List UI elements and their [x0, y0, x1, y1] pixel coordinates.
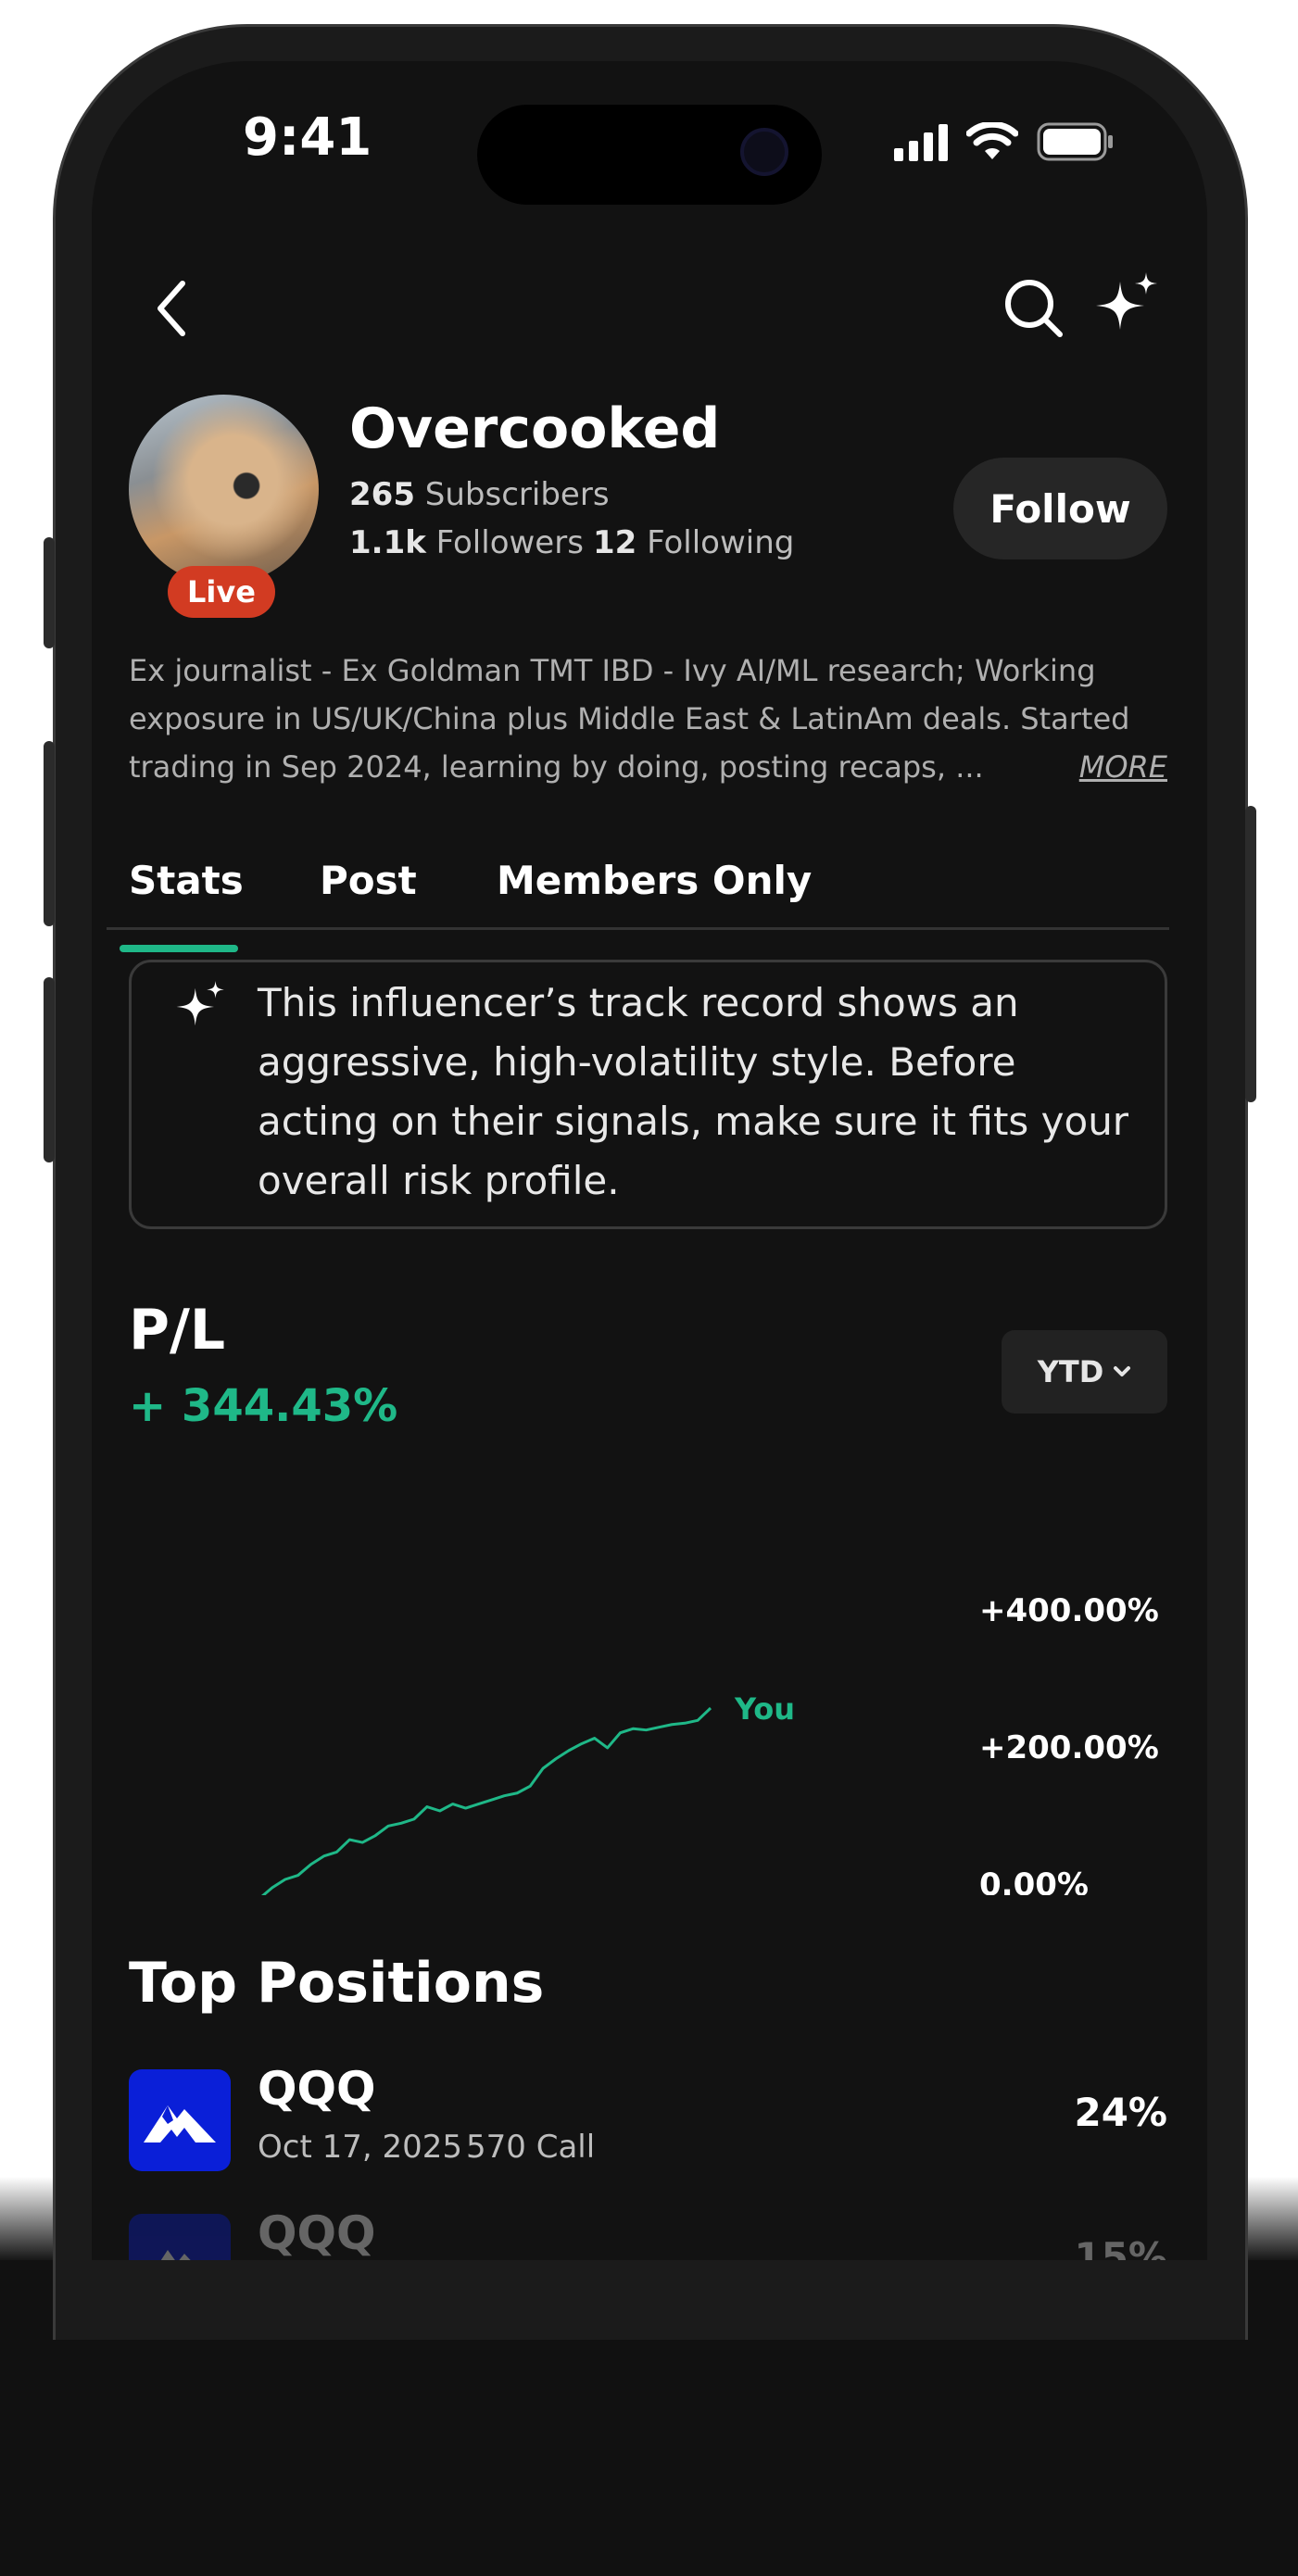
ai-insight-card [129, 960, 1167, 1229]
ticker-logo-icon [129, 2069, 231, 2171]
chevron-down-icon [1114, 1366, 1131, 1376]
pl-value: + 344.43% [129, 1380, 398, 1432]
following-label: Following [647, 524, 795, 561]
position-contract: 570 Call [466, 2129, 596, 2166]
status-time: 9:41 [243, 107, 372, 168]
position-ticker: QQQ [258, 2206, 376, 2260]
followers-stat[interactable]: 1.1k Followers [349, 524, 584, 561]
y-tick-label: +400.00% [979, 1592, 1159, 1629]
period-label: YTD [1037, 1354, 1104, 1389]
bio-line: trading in Sep 2024, learning by doing, … [129, 749, 984, 785]
back-icon[interactable] [153, 280, 190, 337]
subscribers-label: Subscribers [424, 476, 610, 513]
signal-icon [894, 124, 948, 161]
bio-line-last: trading in Sep 2024, learning by doing, … [129, 743, 1167, 791]
side-button-action [44, 537, 55, 648]
active-tab-indicator [120, 945, 238, 952]
ai-insight-text: This influencer’s track record shows an … [258, 980, 1129, 1203]
subscribers-count: 265 [349, 476, 415, 513]
subscribers-stat[interactable]: 265 Subscribers [349, 476, 610, 513]
phone-screen: 9:41 Live Overcooked 265 Subscribers 1.1… [92, 61, 1207, 2260]
position-weight: 24% [1074, 2090, 1167, 2135]
battery-icon [1037, 122, 1113, 161]
sparkle-icon [176, 981, 224, 1026]
more-link[interactable]: MORE [1078, 749, 1167, 785]
position-row[interactable]: QQQ 15% [129, 2206, 1167, 2260]
y-tick-label: 0.00% [979, 1866, 1089, 1895]
follow-button[interactable]: Follow [953, 458, 1167, 559]
top-positions-title: Top Positions [129, 1951, 545, 2016]
search-icon[interactable] [1003, 278, 1065, 339]
sparkle-ai-icon[interactable] [1094, 272, 1161, 339]
bio-line: exposure in US/UK/China plus Middle East… [129, 701, 1130, 736]
side-button-volume-up [44, 741, 55, 926]
live-badge[interactable]: Live [168, 566, 275, 618]
period-selector[interactable]: YTD [1002, 1330, 1167, 1414]
camera-icon [740, 128, 788, 176]
avatar[interactable] [129, 395, 319, 584]
side-button-power [1245, 806, 1256, 1102]
wifi-icon [966, 122, 1018, 159]
side-button-volume-down [44, 977, 55, 1162]
following-stat[interactable]: 12 Following [593, 524, 794, 561]
following-count: 12 [593, 524, 637, 561]
pl-chart: +400.00%+200.00%0.00%YouS&P 500 [260, 1592, 1159, 1895]
series-label: You [734, 1691, 795, 1727]
profile-name: Overcooked [349, 396, 721, 461]
ticker-logo-icon [129, 2214, 231, 2260]
position-ticker: QQQ [258, 2062, 376, 2116]
profile-bio: Ex journalist - Ex Goldman TMT IBD - Ivy… [129, 647, 1167, 791]
followers-count: 1.1k [349, 524, 426, 561]
series-line-you [260, 1706, 712, 1895]
position-row[interactable]: QQQ Oct 17, 2025 570 Call 24% [129, 2062, 1167, 2173]
tab-divider [107, 927, 1169, 930]
y-tick-label: +200.00% [979, 1729, 1159, 1766]
pl-title: P/L [129, 1298, 226, 1363]
tab-post[interactable]: Post [320, 858, 417, 903]
tab-members-only[interactable]: Members Only [497, 858, 813, 903]
bio-line: Ex journalist - Ex Goldman TMT IBD - Ivy… [129, 653, 1096, 688]
position-date: Oct 17, 2025 [258, 2129, 462, 2166]
position-weight: 15% [1074, 2234, 1167, 2260]
followers-label: Followers [435, 524, 584, 561]
tab-stats[interactable]: Stats [129, 858, 244, 903]
